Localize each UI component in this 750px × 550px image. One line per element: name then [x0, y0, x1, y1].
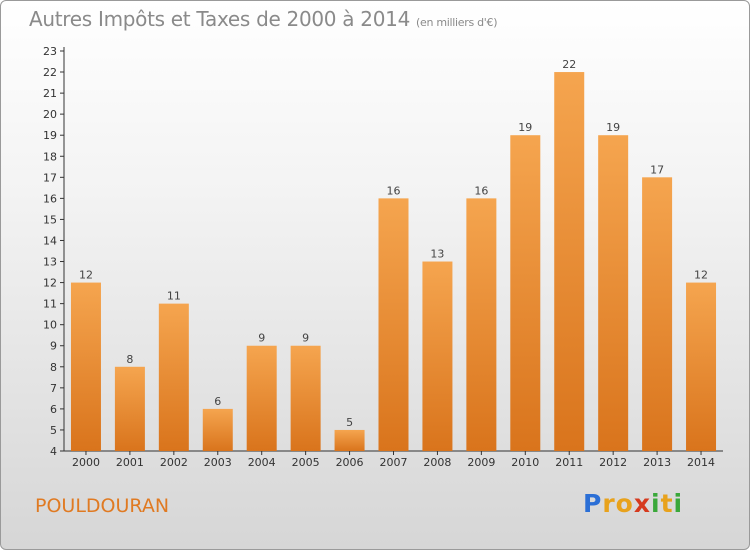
chart-subtitle: (en milliers d'€): [416, 16, 498, 29]
bar: [334, 429, 365, 451]
y-tick-label: 14: [43, 234, 57, 247]
bar: [114, 366, 145, 451]
logo-letter: i: [673, 489, 684, 518]
bar: [70, 282, 101, 451]
bar: [246, 345, 277, 451]
bar: [466, 198, 497, 451]
x-tick-label: 2002: [160, 456, 188, 469]
bar-value-label: 12: [694, 269, 708, 282]
chart-title-text: Autres Impôts et Taxes de 2000 à 2014: [29, 7, 410, 31]
y-tick-label: 10: [43, 319, 57, 332]
bar-value-label: 9: [258, 332, 265, 345]
x-tick-label: 2010: [511, 456, 539, 469]
x-tick-label: 2004: [248, 456, 276, 469]
bar: [598, 135, 629, 452]
bar: [422, 261, 453, 451]
logo-letter: o: [615, 489, 634, 518]
bar: [510, 135, 541, 452]
bar-value-label: 19: [606, 121, 620, 134]
bar-value-label: 9: [302, 332, 309, 345]
x-tick-label: 2008: [423, 456, 451, 469]
bar-value-label: 12: [79, 269, 93, 282]
y-tick-label: 18: [43, 150, 57, 163]
y-tick-label: 13: [43, 256, 57, 269]
y-tick-label: 8: [50, 361, 57, 374]
bar: [554, 72, 585, 451]
y-tick-label: 6: [50, 403, 57, 416]
y-tick-label: 22: [43, 66, 57, 79]
bar-value-label: 17: [650, 163, 664, 176]
chart-title: Autres Impôts et Taxes de 2000 à 2014 (en…: [29, 7, 497, 31]
logo-letter: r: [602, 489, 616, 518]
bar: [686, 282, 717, 451]
bar-value-label: 5: [346, 416, 353, 429]
y-tick-label: 16: [43, 192, 57, 205]
bar-value-label: 16: [474, 184, 488, 197]
x-tick-label: 2005: [292, 456, 320, 469]
bar-value-label: 13: [430, 248, 444, 261]
bar-value-label: 16: [387, 184, 401, 197]
x-tick-label: 2001: [116, 456, 144, 469]
x-tick-label: 2013: [643, 456, 671, 469]
y-tick-label: 17: [43, 171, 57, 184]
y-tick-label: 12: [43, 277, 57, 290]
bar-value-label: 6: [214, 395, 221, 408]
proxiti-logo: Proxiti: [583, 489, 683, 518]
x-tick-label: 2006: [336, 456, 364, 469]
y-tick-label: 15: [43, 213, 57, 226]
y-tick-label: 4: [50, 445, 57, 458]
bar-value-label: 19: [518, 121, 532, 134]
bar-value-label: 8: [126, 353, 133, 366]
bar: [290, 345, 321, 451]
logo-letter: x: [633, 489, 651, 518]
y-tick-label: 20: [43, 108, 57, 121]
x-tick-label: 2000: [72, 456, 100, 469]
y-tick-label: 21: [43, 87, 57, 100]
x-tick-label: 2007: [380, 456, 408, 469]
logo-letter: t: [660, 489, 674, 518]
bar: [378, 198, 409, 451]
x-tick-label: 2014: [687, 456, 715, 469]
logo-letter: i: [651, 489, 661, 518]
y-tick-label: 7: [50, 382, 57, 395]
bar: [202, 408, 233, 451]
bar: [158, 303, 189, 451]
bar: [642, 177, 673, 451]
commune-name: POULDOURAN: [35, 495, 170, 517]
y-tick-label: 5: [50, 424, 57, 437]
y-tick-label: 11: [43, 298, 57, 311]
logo-letter: P: [583, 489, 603, 518]
y-tick-label: 23: [43, 45, 57, 58]
x-tick-label: 2009: [467, 456, 495, 469]
x-tick-label: 2003: [204, 456, 232, 469]
y-tick-label: 9: [50, 340, 57, 353]
x-tick-label: 2012: [599, 456, 627, 469]
x-tick-label: 2011: [555, 456, 583, 469]
bar-value-label: 22: [562, 58, 576, 71]
y-tick-label: 19: [43, 129, 57, 142]
bar-value-label: 11: [167, 290, 181, 303]
